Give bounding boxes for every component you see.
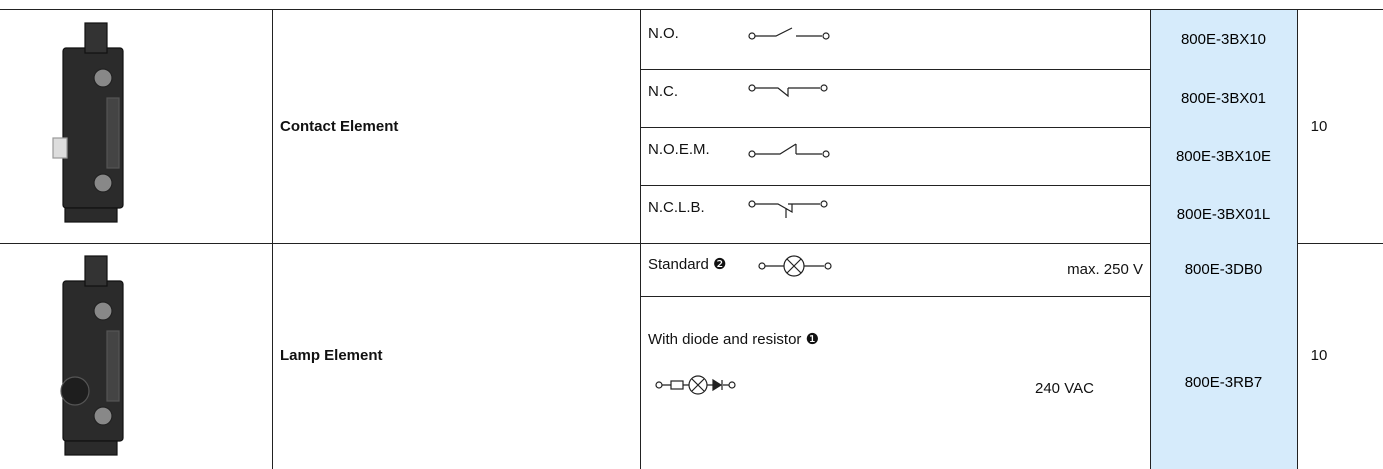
product-image <box>60 255 124 456</box>
rule <box>640 127 1297 128</box>
rule <box>272 243 273 469</box>
rule <box>0 9 1383 10</box>
option-label: N.O.E.M. <box>648 141 710 158</box>
option-label: N.C. <box>648 83 678 100</box>
option-label: N.O. <box>648 24 679 42</box>
rule <box>640 69 1297 70</box>
rating: max. 250 V <box>1067 260 1143 278</box>
circuit-symbol <box>748 84 828 98</box>
catalog-number: 800E-3BX10 <box>1150 10 1297 69</box>
rule <box>640 243 641 469</box>
option-label: Standard ❷ <box>648 255 727 273</box>
rule <box>272 10 273 243</box>
product-name: Contact Element <box>280 117 399 135</box>
rule <box>1297 243 1298 469</box>
rule <box>640 296 1297 297</box>
catalog-number: 800E-3RB7 <box>1150 296 1297 469</box>
catalog-number: 800E-3BX01L <box>1150 185 1297 243</box>
rule <box>1150 243 1151 469</box>
quantity: 10 <box>1310 347 1328 364</box>
rating: 240 VAC <box>1035 380 1094 397</box>
catalog-number: 800E-3BX01 <box>1150 69 1297 127</box>
rule <box>640 185 1297 186</box>
option-label: N.C.L.B. <box>648 199 705 216</box>
circuit-symbol <box>758 254 832 277</box>
catalog-number: 800E-3DB0 <box>1150 243 1297 296</box>
option-label: With diode and resistor ❶ <box>648 331 820 348</box>
quantity: 10 <box>1310 117 1328 135</box>
catalog-number: 800E-3BX10E <box>1150 127 1297 185</box>
circuit-symbol <box>748 143 830 158</box>
product-image <box>52 22 124 223</box>
circuit-symbol <box>655 375 736 395</box>
rule <box>0 243 1383 244</box>
circuit-symbol <box>748 200 828 218</box>
rule <box>640 10 641 243</box>
rule <box>1297 10 1298 243</box>
rule <box>1150 10 1151 243</box>
circuit-symbol <box>748 26 830 40</box>
product-name: Lamp Element <box>280 347 383 364</box>
